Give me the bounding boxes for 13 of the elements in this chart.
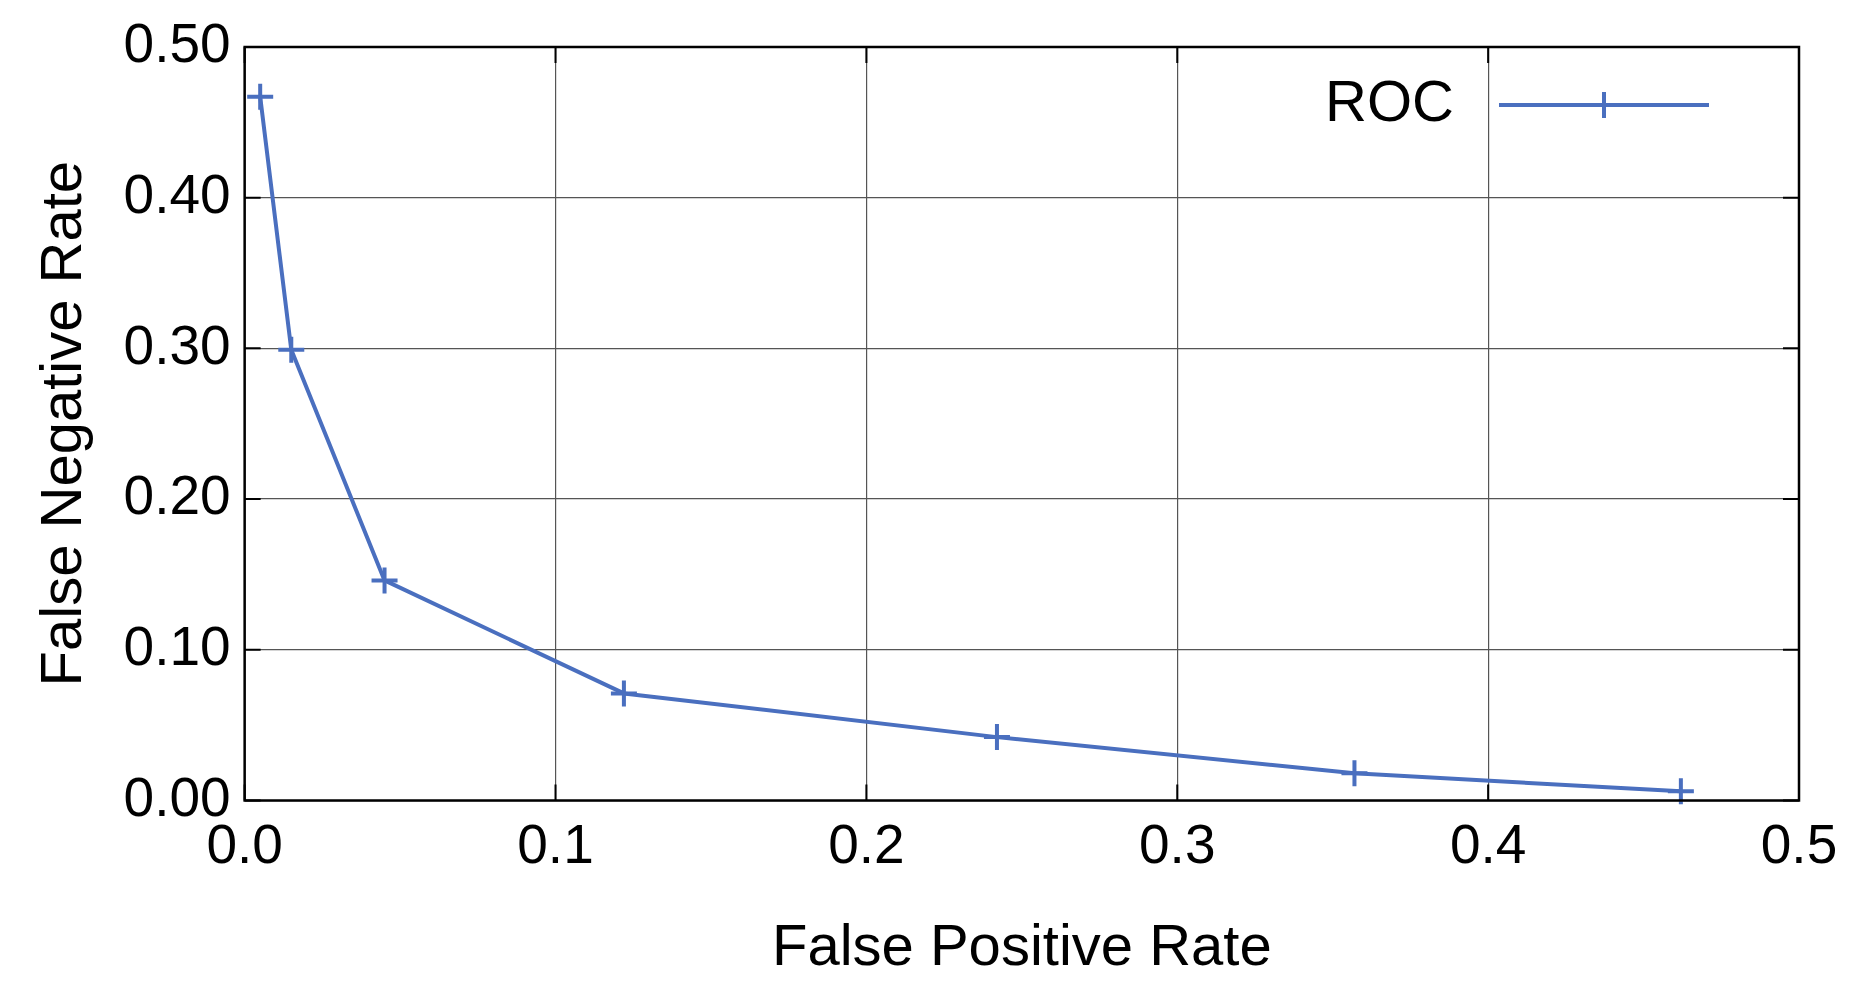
legend-label: ROC (1325, 68, 1454, 133)
x-tick-label: 0.2 (828, 812, 905, 875)
x-tick-label: 0.1 (517, 812, 594, 875)
y-tick-label: 0.50 (123, 12, 231, 75)
y-tick-label: 0.10 (123, 614, 231, 677)
x-tick-label: 0.4 (1449, 812, 1527, 875)
y-axis-title: False Negative Rate (27, 160, 93, 687)
x-tick-label: 0.3 (1139, 812, 1216, 875)
y-tick-label: 0.30 (123, 313, 231, 376)
x-axis-title: False Positive Rate (771, 912, 1272, 978)
y-tick-label: 0.20 (123, 464, 231, 527)
y-tick-label: 0.40 (123, 162, 231, 225)
x-tick-label: 0.5 (1760, 812, 1838, 875)
